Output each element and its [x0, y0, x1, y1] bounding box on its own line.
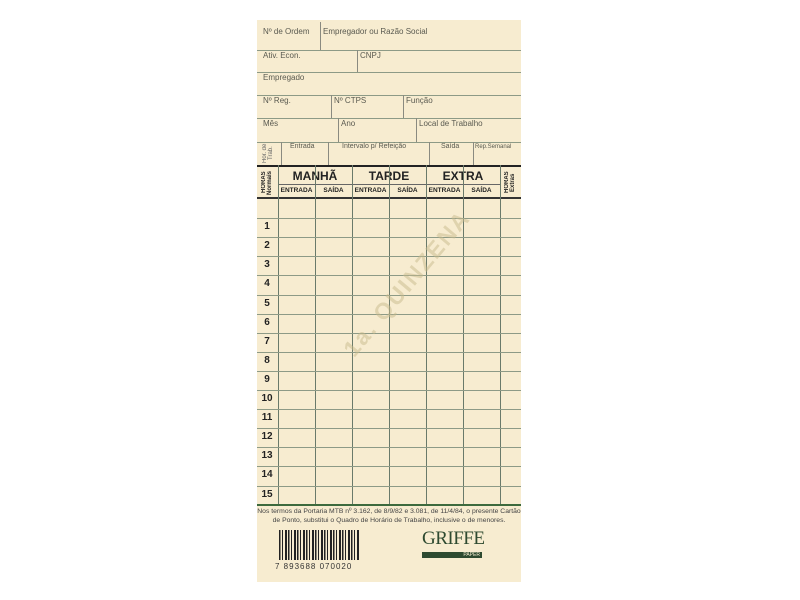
grid-column-line: [315, 165, 316, 504]
grid-column-line: [500, 165, 501, 504]
divider: [328, 142, 329, 165]
grid-row-line: [257, 485, 521, 487]
day-number: 14: [261, 469, 273, 481]
day-number: 7: [264, 335, 270, 347]
divider: [331, 95, 332, 118]
label-ano: Ano: [341, 119, 356, 128]
label-ordem: Nº de Ordem: [263, 27, 310, 36]
grid-column-line: [278, 165, 279, 504]
day-number: 9: [264, 373, 270, 385]
label-ctps: Nº CTPS: [334, 96, 367, 105]
day-number: 11: [261, 412, 273, 424]
group-extra: EXTRA: [426, 169, 500, 183]
day-number: 4: [264, 278, 270, 290]
col-saida: SAÍDA: [323, 187, 344, 194]
divider: [257, 142, 521, 143]
grid-row-line: [257, 370, 521, 372]
divider: [357, 50, 358, 72]
time-card: Nº de Ordem Empregador ou Razão Social A…: [257, 20, 521, 582]
label-entrada: Entrada: [290, 143, 315, 150]
col-entrada: ENTRADA: [280, 187, 313, 194]
day-number: 3: [264, 259, 270, 271]
label-ativ: Ativ. Econ.: [263, 51, 301, 60]
label-hor-trab: Hor. de Trab.: [262, 143, 274, 164]
label-cnpj: CNPJ: [360, 51, 381, 60]
grid-row-line: [257, 409, 521, 411]
horas-extras-header: HORAS Extras: [504, 171, 516, 194]
grid-column-line: [426, 165, 427, 504]
label-saida: Saída: [441, 143, 460, 150]
col-saida: SAÍDA: [397, 187, 418, 194]
col-saida: SAÍDA: [471, 187, 492, 194]
label-intervalo: Intervalo p/ Refeição: [342, 143, 407, 150]
label-local: Local de Trabalho: [419, 119, 483, 128]
grid-row-line: [257, 237, 521, 239]
grid-row-line: [257, 313, 521, 315]
label-empregado: Empregado: [263, 73, 305, 82]
divider: [257, 118, 521, 119]
barcode-number: 7 893688 070020: [275, 562, 353, 571]
divider: [257, 50, 521, 51]
day-number: 10: [261, 393, 273, 404]
divider: [257, 95, 521, 96]
day-number: 1: [264, 221, 270, 233]
day-number: 13: [261, 450, 273, 462]
label-reg: Nº Reg.: [263, 96, 291, 105]
grid-row-line: [257, 218, 521, 220]
grid-row-line: [257, 390, 521, 391]
label-empregador: Empregador ou Razão Social: [323, 27, 428, 36]
grid-column-line: [389, 165, 390, 504]
footer-legal-1: Nos termos da Portaria MTB nº 3.162, de …: [257, 508, 521, 515]
label-mes: Mês: [263, 119, 279, 128]
col-entrada: ENTRADA: [428, 187, 461, 194]
label-rep: Rep.Semanal: [475, 144, 512, 150]
day-number: 15: [261, 488, 273, 500]
watermark: 1a. QUINZENA: [338, 204, 476, 362]
divider: [429, 142, 430, 165]
grid-column-line: [352, 165, 353, 504]
grid-row-line: [257, 466, 521, 468]
divider: [257, 504, 521, 506]
group-manha: MANHÃ: [278, 169, 352, 183]
divider: [473, 142, 474, 165]
brand-logo: GRIFFE: [422, 528, 485, 549]
day-number: 12: [261, 431, 273, 443]
divider: [403, 95, 404, 118]
divider: [338, 118, 339, 142]
day-number: 2: [264, 240, 270, 252]
grid-column-line: [463, 165, 464, 504]
grid-row-line: [257, 428, 521, 430]
divider: [320, 22, 321, 50]
day-number: 8: [264, 354, 270, 366]
day-number: 5: [264, 297, 270, 309]
label-funcao: Função: [406, 96, 433, 105]
grid-row-line: [257, 275, 521, 277]
col-entrada: ENTRADA: [354, 187, 387, 194]
day-number: 6: [264, 316, 270, 328]
grid-row-line: [257, 256, 521, 258]
grid-row-line: [257, 332, 521, 334]
footer-legal-2: de Ponto, substitui o Quadro de Horário …: [272, 517, 506, 524]
divider: [281, 142, 282, 165]
divider: [257, 72, 521, 73]
divider: [416, 118, 417, 142]
grid-row-line: [257, 447, 521, 449]
group-tarde: TARDE: [352, 169, 426, 183]
brand-sub: PAPER: [422, 552, 482, 558]
horas-normais-header: HORAS Normais: [261, 170, 273, 195]
grid-row-line: [257, 351, 521, 353]
grid-row-line: [257, 294, 521, 296]
barcode: [279, 530, 359, 560]
